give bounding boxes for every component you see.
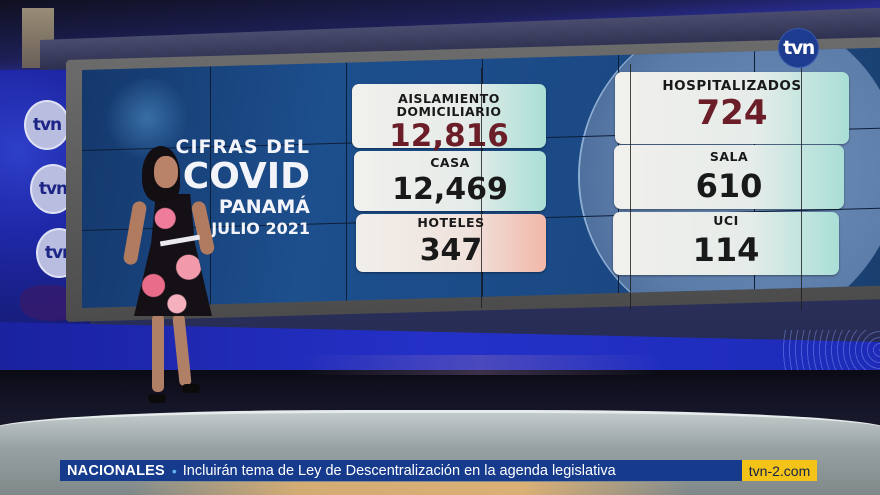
stat-card-ward: SALA 610 (614, 145, 844, 209)
stat-card-icu: UCI 114 (613, 212, 839, 275)
panel-seam (481, 68, 482, 308)
stat-card-hospitalized: HOSPITALIZADOS 724 (615, 72, 849, 144)
panel-seam (346, 62, 347, 301)
stat-label: UCI (713, 213, 739, 228)
covid-graphic-title: CIFRAS DEL COVID PANAMÁ JULIO 2021 (160, 138, 310, 237)
stat-label: CASA (430, 155, 470, 170)
wall-logo-text: tvn (32, 115, 62, 135)
stat-label: SALA (709, 149, 749, 164)
presenter-arm (122, 200, 148, 266)
stat-label: AISLAMIENTO DOMICILIARIO (396, 91, 502, 119)
stat-card-hotels: HOTELES 347 (356, 214, 546, 272)
presenter-shoe (182, 384, 200, 393)
stat-value: 724 (696, 92, 768, 133)
stat-value: 610 (695, 166, 763, 205)
band-ripple-pattern (780, 330, 880, 370)
title-line-1: CIFRAS DEL (175, 136, 310, 158)
ticker-headline: Incluirán tema de Ley de Descentralizaci… (182, 462, 616, 479)
title-line-2: COVID (182, 156, 310, 197)
stat-label: HOSPITALIZADOS (662, 78, 802, 94)
panel-seam (630, 64, 631, 310)
channel-bug-text: tvn (783, 37, 815, 59)
desk-glow (130, 482, 690, 495)
presenter-shoe (148, 394, 166, 403)
presenter-leg (172, 313, 192, 387)
wall-logo-text: tvn (38, 179, 68, 199)
news-presenter (120, 146, 230, 408)
stat-value: 114 (692, 230, 760, 269)
stat-value: 12,469 (392, 171, 508, 207)
ticker-category: NACIONALES (67, 462, 165, 479)
panel-seam (801, 60, 802, 310)
news-ticker: NACIONALES • Incluirán tema de Ley de De… (60, 460, 742, 481)
tvn-wall-logo-icon: tvn (24, 100, 70, 150)
tvn-channel-bug-icon: tvn (778, 28, 819, 68)
stat-card-home-isolation: AISLAMIENTO DOMICILIARIO 12,816 (352, 84, 546, 152)
stat-value: 347 (419, 232, 483, 268)
presenter-face (154, 156, 178, 188)
stat-value: 12,816 (389, 118, 509, 154)
stat-label: HOTELES (417, 215, 485, 230)
title-line-4: JULIO 2021 (211, 219, 310, 238)
presenter-leg (152, 314, 164, 392)
title-line-3: PANAMÁ (218, 196, 310, 218)
floor-reflection (300, 355, 660, 375)
stat-card-home: CASA 12,469 (354, 151, 546, 211)
ticker-website: tvn-2.com (742, 460, 817, 481)
ticker-separator-icon: • (171, 462, 177, 479)
